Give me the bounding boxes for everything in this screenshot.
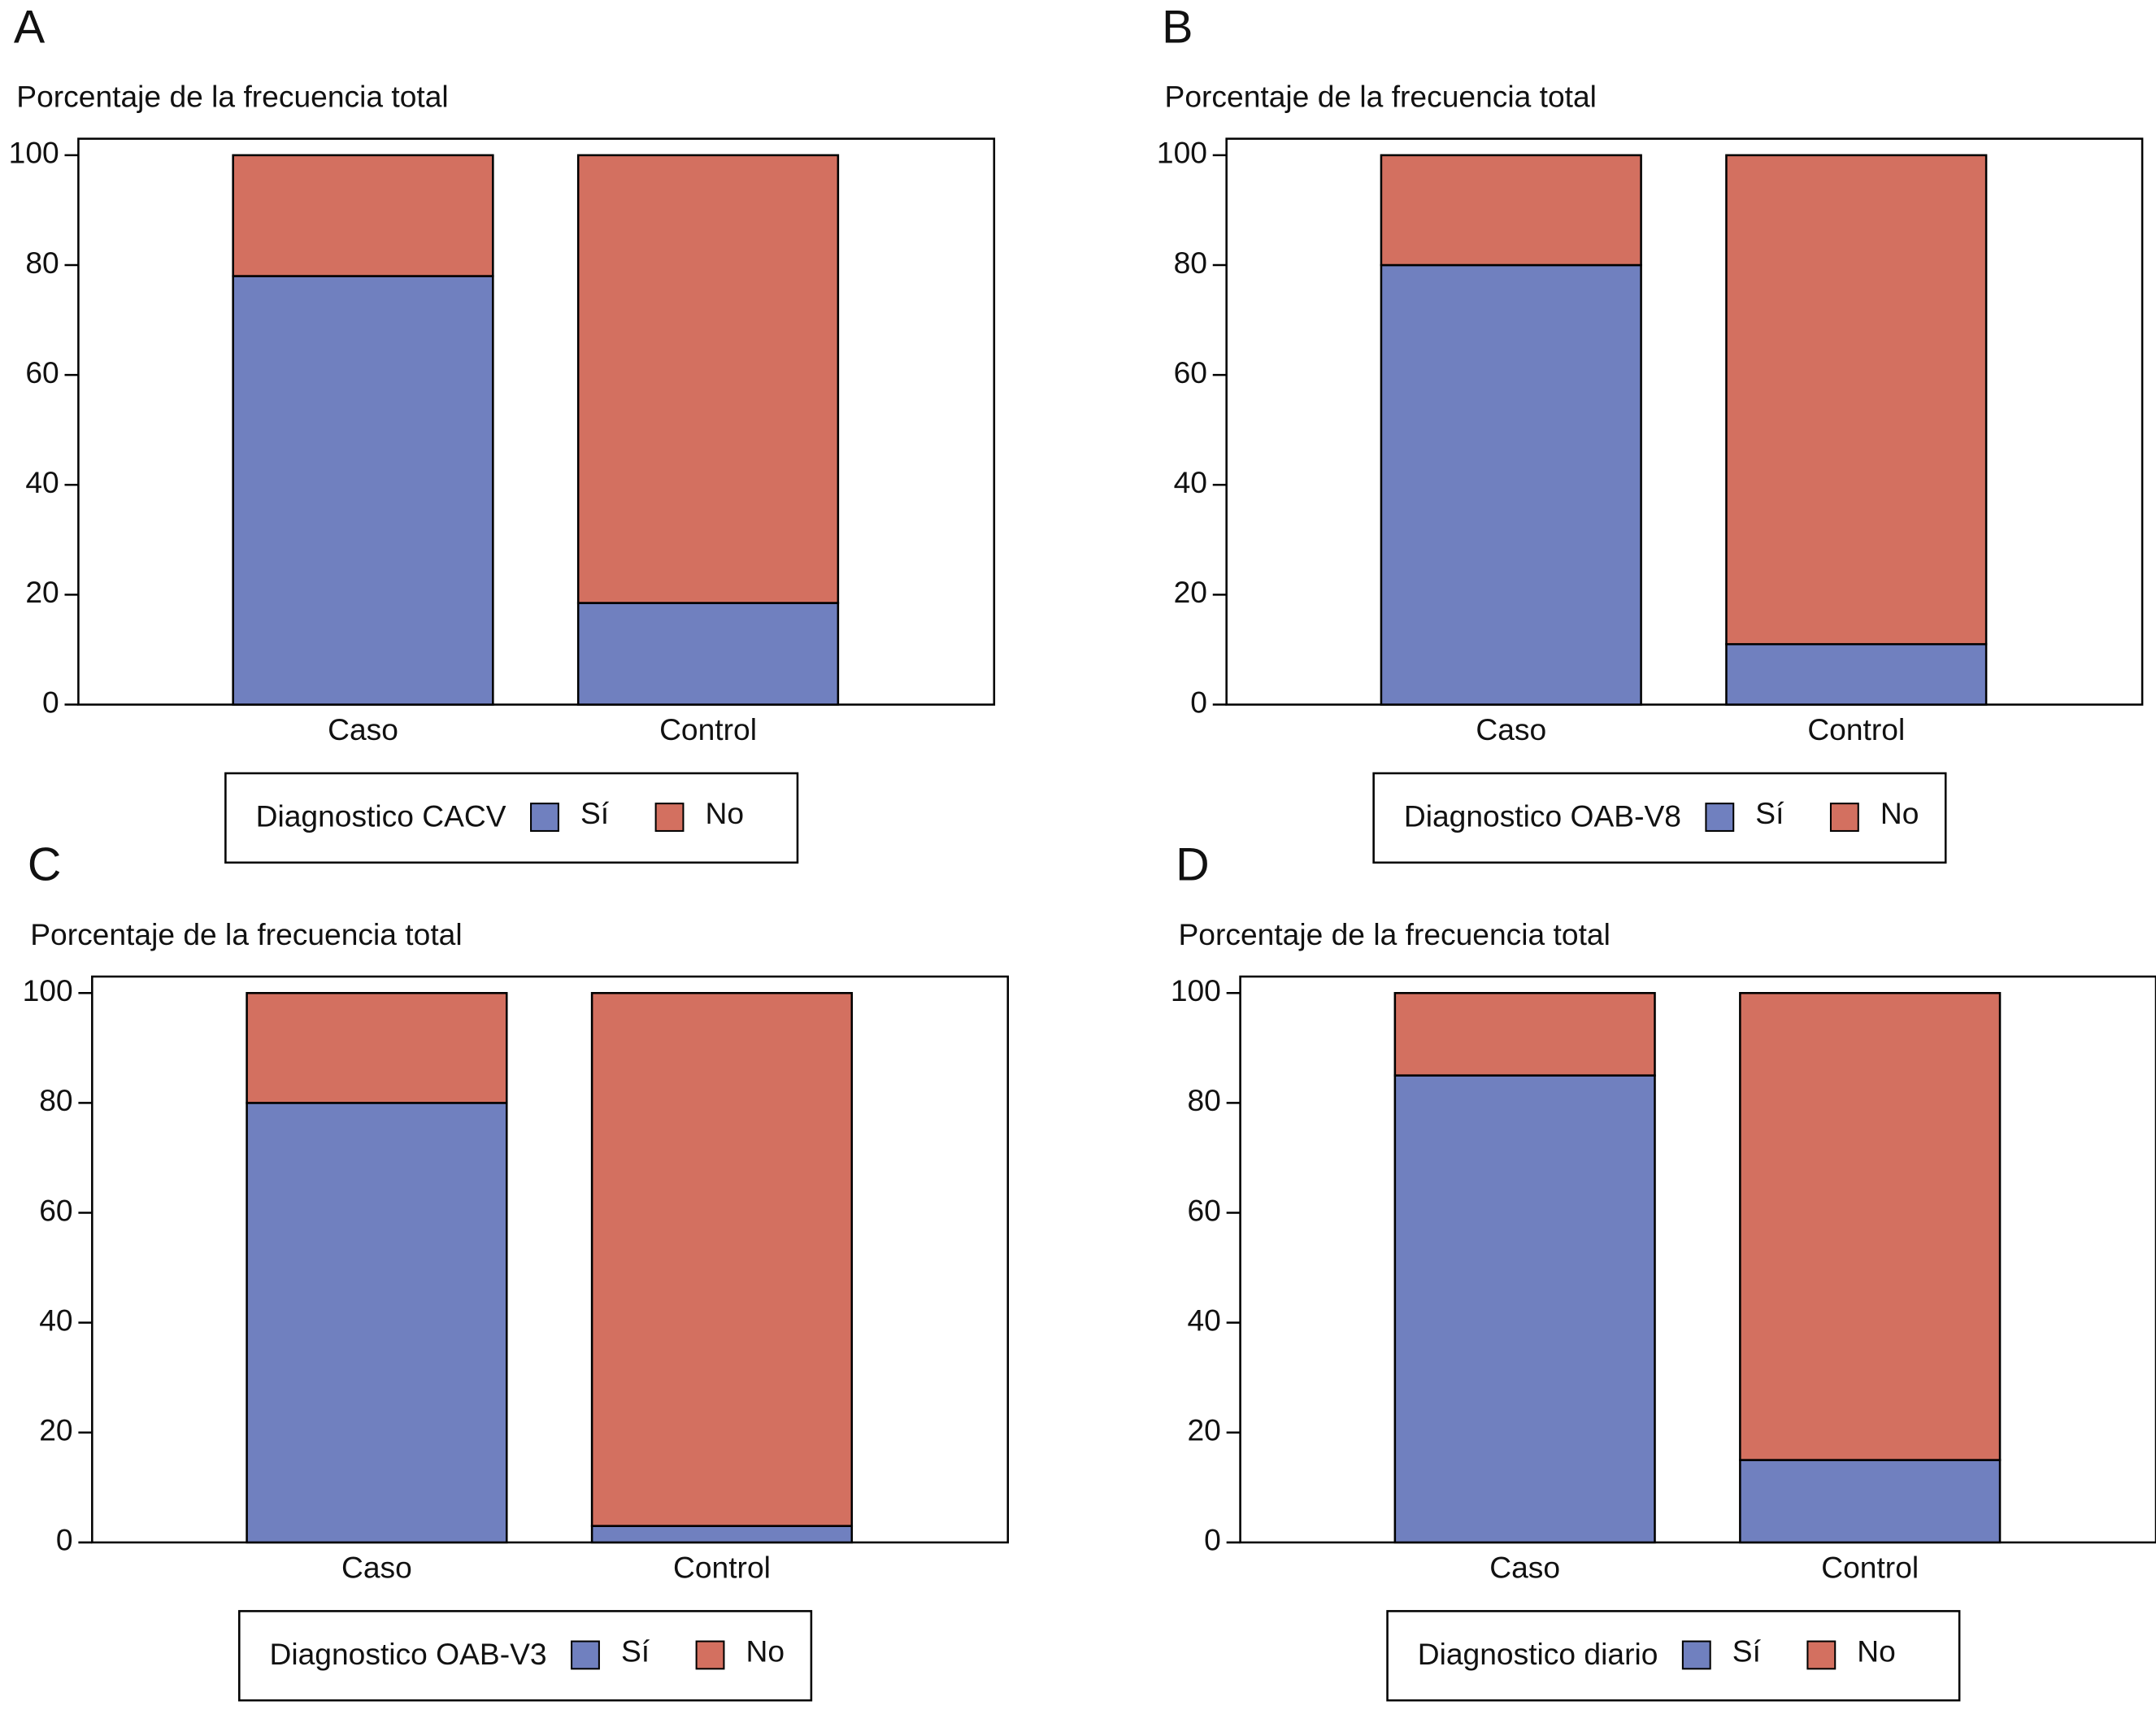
y-tick-label: 0 bbox=[1190, 685, 1207, 719]
axis-title: Porcentaje de la frecuencia total bbox=[1165, 79, 1597, 113]
y-tick-label: 0 bbox=[1204, 1523, 1221, 1557]
panel-label: A bbox=[14, 1, 46, 53]
x-tick-label: Caso bbox=[1489, 1551, 1560, 1585]
y-tick-label: 0 bbox=[56, 1523, 73, 1557]
legend-swatch bbox=[571, 1640, 600, 1670]
legend-swatch bbox=[654, 803, 685, 832]
legend-label: No bbox=[706, 796, 745, 830]
legend-label: Sí bbox=[580, 796, 610, 830]
y-tick-label: 60 bbox=[1174, 355, 1207, 389]
y-tick-label: 40 bbox=[39, 1303, 72, 1338]
bar-segment bbox=[246, 1102, 508, 1544]
bar-segment bbox=[232, 275, 494, 706]
x-tick-label: Control bbox=[673, 1551, 771, 1585]
y-tick-label: 0 bbox=[42, 685, 59, 719]
y-tick-label: 20 bbox=[1188, 1413, 1221, 1447]
axis-title: Porcentaje de la frecuencia total bbox=[30, 917, 462, 951]
legend-label: Sí bbox=[1732, 1634, 1762, 1669]
panel-label: D bbox=[1176, 839, 1210, 891]
y-tick-label: 60 bbox=[1188, 1193, 1221, 1227]
legend-title: Diagnostico CACV bbox=[256, 799, 506, 833]
legend-title: Diagnostico OAB-V3 bbox=[270, 1637, 547, 1671]
x-tick-label: Caso bbox=[341, 1551, 412, 1585]
bar-segment bbox=[1739, 1459, 2002, 1544]
bar-segment bbox=[1380, 263, 1642, 706]
legend-title: Diagnostico diario bbox=[1418, 1637, 1658, 1671]
legend-label: No bbox=[1880, 796, 1919, 830]
x-tick-label: Caso bbox=[1476, 712, 1546, 746]
y-tick-label: 80 bbox=[1174, 246, 1207, 280]
bar-segment bbox=[1725, 154, 1988, 646]
legend-box bbox=[1386, 1610, 1961, 1702]
legend-swatch bbox=[1806, 1640, 1837, 1670]
axis-title: Porcentaje de la frecuencia total bbox=[16, 79, 448, 113]
panel-label: B bbox=[1162, 1, 1193, 53]
legend-label: Sí bbox=[621, 1634, 650, 1669]
legend-swatch bbox=[1681, 1640, 1711, 1670]
y-tick-label: 100 bbox=[9, 136, 59, 170]
legend-title: Diagnostico OAB-V8 bbox=[1404, 799, 1681, 833]
y-tick-label: 80 bbox=[39, 1083, 72, 1117]
bar-segment bbox=[1725, 642, 1988, 706]
legend-label: Sí bbox=[1755, 796, 1784, 830]
y-tick-label: 60 bbox=[39, 1193, 72, 1227]
bar-segment bbox=[1393, 1074, 1656, 1544]
bar-segment bbox=[246, 991, 508, 1104]
legend-swatch bbox=[695, 1640, 725, 1670]
plot-area bbox=[1239, 975, 2156, 1544]
y-tick-label: 40 bbox=[1188, 1303, 1221, 1338]
y-tick-label: 80 bbox=[1188, 1083, 1221, 1117]
panel-label: C bbox=[28, 839, 62, 891]
y-tick-label: 100 bbox=[23, 973, 73, 1007]
legend-label: No bbox=[1857, 1634, 1896, 1669]
y-tick-label: 40 bbox=[1174, 465, 1207, 499]
y-tick-label: 20 bbox=[25, 575, 59, 609]
y-tick-label: 100 bbox=[1171, 973, 1221, 1007]
y-tick-label: 20 bbox=[1174, 575, 1207, 609]
bar-segment bbox=[1380, 154, 1642, 267]
legend-box bbox=[224, 772, 799, 864]
x-tick-label: Caso bbox=[328, 712, 398, 746]
bar-segment bbox=[590, 991, 854, 1527]
x-tick-label: Control bbox=[1821, 1551, 1919, 1585]
y-tick-label: 80 bbox=[25, 246, 59, 280]
axis-title: Porcentaje de la frecuencia total bbox=[1178, 917, 1610, 951]
bar-segment bbox=[576, 154, 840, 604]
y-tick-label: 20 bbox=[39, 1413, 72, 1447]
legend-swatch bbox=[1705, 803, 1735, 832]
bar-segment bbox=[1393, 991, 1656, 1077]
y-tick-label: 100 bbox=[1157, 136, 1207, 170]
plot-area bbox=[91, 975, 1010, 1544]
bar-segment bbox=[1739, 991, 2002, 1461]
bar-segment bbox=[576, 602, 840, 706]
plot-area bbox=[1225, 137, 2144, 706]
y-tick-label: 40 bbox=[25, 465, 59, 499]
legend-swatch bbox=[1829, 803, 1859, 832]
legend-label: No bbox=[745, 1634, 785, 1669]
x-tick-label: Control bbox=[1807, 712, 1905, 746]
y-tick-label: 60 bbox=[25, 355, 59, 389]
legend-swatch bbox=[530, 803, 559, 832]
bar-segment bbox=[232, 154, 494, 277]
bar-segment bbox=[590, 1525, 854, 1544]
plot-area bbox=[77, 137, 996, 706]
x-tick-label: Control bbox=[659, 712, 757, 746]
